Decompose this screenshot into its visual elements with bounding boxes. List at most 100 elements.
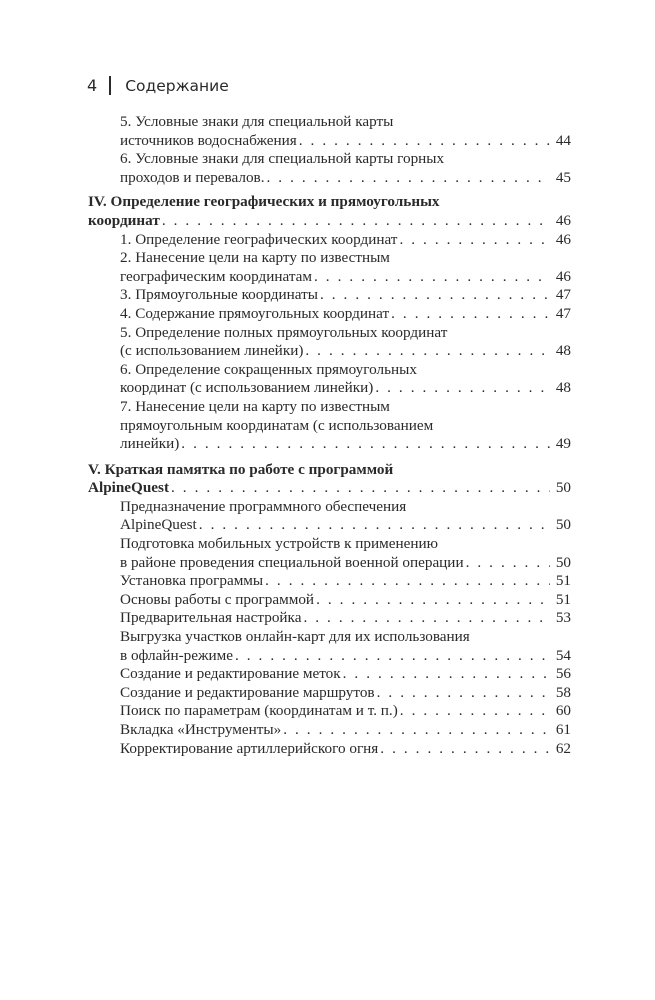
toc-entry-text: 4. Содержание прямоугольных координат (120, 304, 390, 322)
toc-entry: 2. Нанесение цели на карту по известным г… (88, 249, 571, 286)
toc-entry: Предварительная настройка 53 (88, 609, 571, 628)
toc-entry-text: в районе проведения специальной военной … (120, 553, 464, 571)
toc-entry-text: 5. Условные знаки для специальной карты (120, 113, 394, 130)
toc-entry: Предназначение программного обеспечения A… (88, 498, 571, 535)
toc-line: координат (с использованием линейки) 48 (120, 379, 571, 398)
dot-leader (305, 342, 549, 361)
toc-line: 3. Прямоугольные координаты 47 (120, 286, 571, 305)
toc-entry-text: IV. Определение географических и прямоуг… (88, 193, 440, 211)
toc-line: проходов и перевалов. 45 (120, 169, 571, 188)
toc-entry-text: в офлайн-режиме (120, 646, 233, 664)
toc-entry-text: источников водоснабжения (120, 131, 297, 149)
toc-entry-text: Поиск по параметрам (координатам и т. п.… (120, 702, 398, 720)
toc-entry-text: Вкладка «Инструменты» (120, 721, 282, 738)
toc-line: V. Краткая памятка по работе с программо… (88, 461, 571, 480)
toc-entry-text: Создание и редактирование меток (120, 665, 341, 683)
toc-entry-text: AlpineQuest (88, 479, 170, 497)
dot-leader (400, 702, 550, 721)
toc-page-number: 46 (555, 267, 571, 285)
dot-leader (377, 684, 550, 703)
toc-page-number: 48 (555, 379, 571, 397)
toc-entry-text: координат (88, 211, 160, 229)
toc-line: Вкладка «Инструменты» 61 (120, 721, 571, 740)
toc-entry-text: Основы работы с программой (120, 590, 315, 608)
toc-page-number: 53 (555, 609, 571, 627)
toc-entry: 5. Определение полных прямоугольных коор… (88, 324, 571, 361)
dot-leader (466, 554, 550, 573)
toc-entry: Установка программы 51 (88, 572, 571, 591)
toc-line: 4. Содержание прямоугольных координат 47 (120, 305, 571, 324)
toc-line: (с использованием линейки) 48 (120, 342, 571, 361)
toc-entry: 4. Содержание прямоугольных координат 47 (88, 305, 571, 324)
toc-entry: 7. Нанесение цели на карту по известным п… (88, 398, 571, 454)
toc-page-number: 45 (555, 168, 571, 186)
toc-entry-text: 5. Определение полных прямоугольных коор… (120, 323, 448, 341)
toc-entry-text: V. Краткая памятка по работе с программо… (88, 460, 394, 478)
toc-line: 6. Определение сокращенных прямоугольных (120, 361, 571, 380)
dot-leader (162, 212, 550, 231)
dot-leader (265, 572, 550, 591)
toc-entry-text: прямоугольным координатам (с использован… (120, 416, 434, 434)
toc-line: Поиск по параметрам (координатам и т. п.… (120, 702, 571, 721)
toc-entry-text: Установка программы (120, 572, 264, 590)
toc-page-number: 58 (555, 683, 571, 701)
toc-entry-text: Подготовка мобильных устройств к примене… (120, 535, 438, 553)
toc-entry-text: 1. Определение географических координат (120, 230, 398, 248)
toc-line: источников водоснабжения 44 (120, 132, 571, 151)
toc-entry: Создание и редактирование маршрутов 58 (88, 684, 571, 703)
dot-leader (314, 268, 550, 287)
toc-page-number: 60 (555, 702, 571, 720)
toc-entry-text: линейки) (120, 435, 180, 453)
table-of-contents: 5. Условные знаки для специальной карты и… (88, 113, 571, 758)
toc-page-number: 48 (555, 342, 571, 360)
toc-entry: Подготовка мобильных устройств к примене… (88, 535, 571, 572)
toc-line: 5. Условные знаки для специальной карты (120, 113, 571, 132)
toc-line: географическим координатам 46 (120, 268, 571, 287)
toc-entry: Создание и редактирование меток 56 (88, 665, 571, 684)
toc-line: Предварительная настройка 53 (120, 609, 571, 628)
toc-entry-text: AlpineQuest (120, 516, 197, 534)
dot-leader (283, 721, 550, 740)
toc-section: V. Краткая памятка по работе с программо… (88, 461, 571, 498)
toc-entry: Выгрузка участков онлайн-карт для их исп… (88, 628, 571, 665)
toc-entry: 6. Условные знаки для специальной карты … (88, 150, 571, 187)
toc-page-number: 47 (555, 304, 571, 322)
toc-line: IV. Определение географических и прямоуг… (88, 193, 571, 212)
toc-line: координат 46 (88, 212, 571, 231)
dot-leader (399, 231, 549, 250)
dot-leader (303, 609, 549, 628)
toc-entry-text: 3. Прямоугольные координаты (120, 286, 318, 304)
toc-page-number: 50 (555, 553, 571, 571)
toc-page-number: 51 (555, 572, 571, 590)
toc-entry-text: 6. Условные знаки для специальной карты … (120, 150, 445, 168)
toc-entry-text: 2. Нанесение цели на карту по известным (120, 249, 390, 267)
toc-entry-text: Выгрузка участков онлайн-карт для их исп… (120, 628, 470, 646)
dot-leader (375, 379, 549, 398)
toc-line: в офлайн-режиме 54 (120, 647, 571, 666)
toc-page-number: 54 (555, 646, 571, 664)
toc-entry: Поиск по параметрам (координатам и т. п.… (88, 702, 571, 721)
toc-entry-text: 7. Нанесение цели на карту по известным (120, 397, 390, 415)
dot-leader (391, 305, 550, 324)
toc-line: 5. Определение полных прямоугольных коор… (120, 324, 571, 343)
running-header: 4 Содержание (87, 76, 229, 95)
toc-entry: Вкладка «Инструменты» 61 (88, 721, 571, 740)
toc-entry-text: проходов и перевалов. (120, 168, 265, 186)
toc-entry: Основы работы с программой 51 (88, 591, 571, 610)
toc-line: прямоугольным координатам (с использован… (120, 417, 571, 436)
toc-entry: 6. Определение сокращенных прямоугольных… (88, 361, 571, 398)
toc-page-number: 51 (555, 590, 571, 608)
dot-leader (380, 740, 550, 759)
toc-entry-text: Корректирование артиллерийского огня (120, 739, 379, 757)
toc-line: AlpineQuest 50 (88, 479, 571, 498)
toc-entry-text: Предварительная настройка (120, 609, 302, 627)
dot-leader (299, 132, 550, 151)
toc-page-number: 46 (555, 230, 571, 248)
dot-leader (267, 169, 550, 188)
toc-line: 7. Нанесение цели на карту по известным (120, 398, 571, 417)
toc-entry-text: координат (с использованием линейки) (120, 379, 374, 397)
dot-leader (171, 479, 550, 498)
toc-line: 6. Условные знаки для специальной карты … (120, 150, 571, 169)
dot-leader (199, 516, 550, 535)
header-title: Содержание (125, 76, 229, 95)
